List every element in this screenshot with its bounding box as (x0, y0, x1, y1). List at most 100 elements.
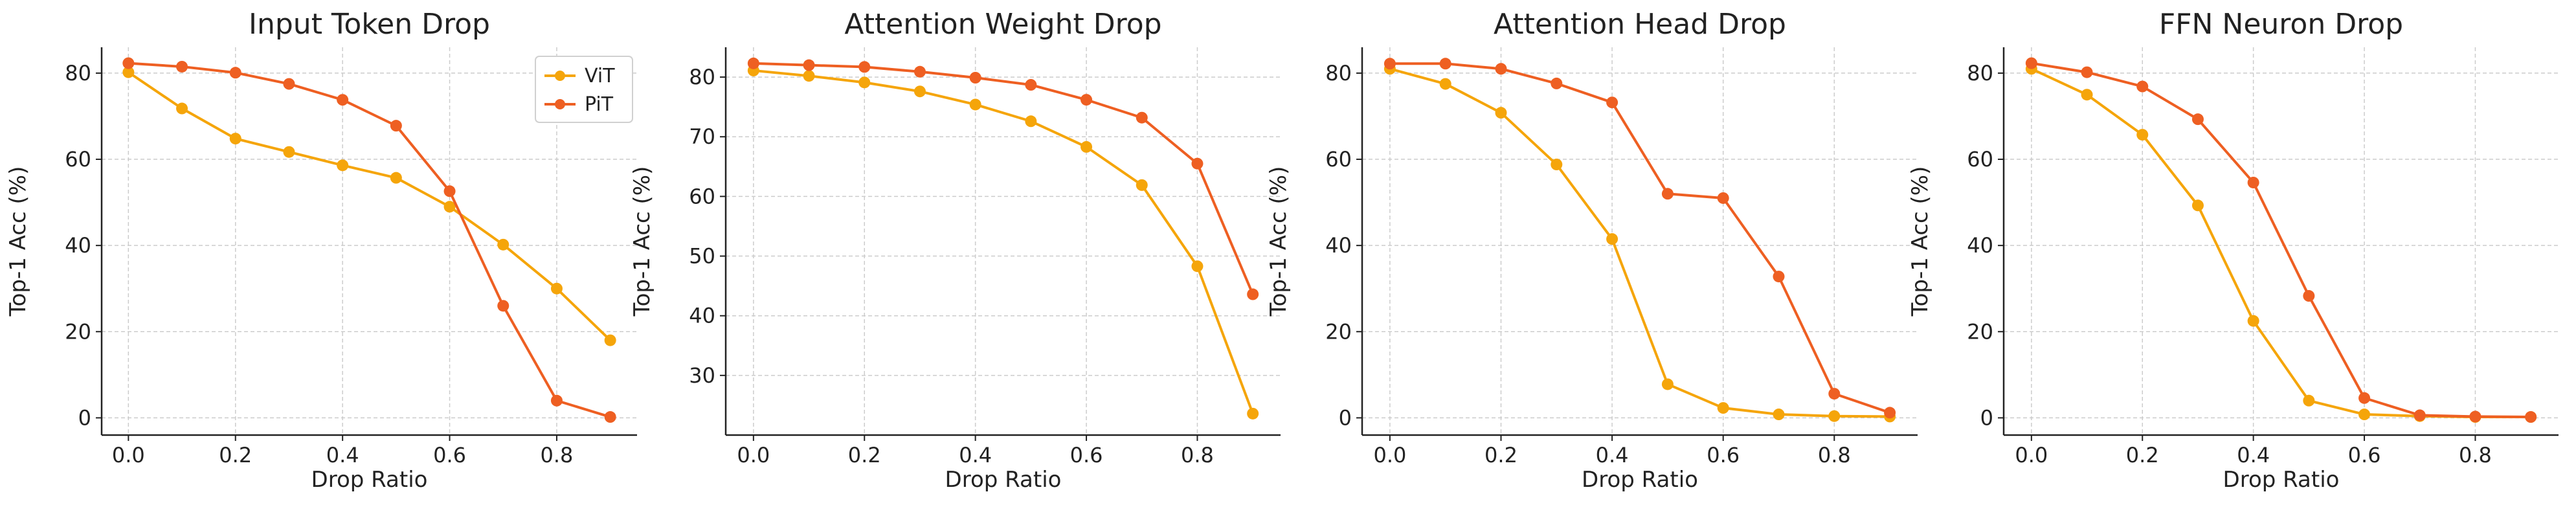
data-point-pit (2136, 80, 2149, 93)
data-point-pit (229, 67, 241, 79)
y-tick-label: 20 (1325, 319, 1352, 344)
legend-marker-vit (555, 71, 565, 81)
data-point-pit (803, 59, 815, 71)
data-point-pit (913, 65, 926, 78)
data-point-pit (858, 61, 871, 73)
series-line-vit (1389, 67, 1890, 418)
legend-marker-pit (555, 99, 565, 109)
data-point-vit (550, 282, 563, 295)
y-tick-label: 40 (1325, 233, 1352, 258)
y-tick-label: 50 (689, 244, 715, 269)
data-point-pit (604, 411, 616, 423)
data-point-pit (1439, 58, 1451, 70)
data-point-vit (1661, 378, 1674, 390)
data-point-pit (1828, 388, 1841, 400)
y-tick-label: 60 (1325, 147, 1352, 172)
y-tick-label: 60 (1967, 147, 1993, 172)
data-point-pit (747, 57, 759, 69)
x-tick-label: 0.4 (1596, 443, 1629, 467)
data-point-pit (1025, 79, 1037, 91)
chart-panel-1: 0.0 0.2 0.4 0.6 0.8 0 20 40 60 80 Input Token Drop… (5, 8, 637, 493)
data-point-vit (1551, 159, 1563, 171)
y-tick-label: 70 (689, 124, 715, 149)
y-tick-label: 20 (65, 319, 91, 344)
data-point-vit (176, 102, 188, 115)
x-tick-label: 0.6 (2348, 443, 2381, 467)
data-point-pit (1884, 407, 1896, 419)
y-tick-label: 0 (78, 405, 91, 430)
legend-label-vit: ViT (585, 65, 615, 87)
data-point-vit (2136, 129, 2149, 141)
data-point-pit (176, 60, 188, 73)
data-point-pit (1717, 192, 1729, 204)
y-tick-label: 80 (65, 61, 91, 85)
data-point-pit (2469, 410, 2481, 423)
y-tick-label: 40 (689, 304, 715, 328)
data-point-pit (969, 71, 981, 84)
series-line-pit (128, 62, 611, 418)
series-line-pit (1389, 62, 1890, 414)
series-line-vit (128, 71, 612, 342)
y-tick-label: 80 (689, 65, 715, 89)
x-tick-label: 0.2 (1484, 443, 1518, 467)
x-axis-label: Drop Ratio (1582, 467, 1698, 493)
data-point-vit (283, 146, 295, 158)
y-tick-label: 30 (689, 363, 715, 388)
data-point-pit (1136, 111, 1148, 124)
y-tick-label: 0 (1980, 405, 1993, 430)
chart-title: Input Token Drop (249, 8, 490, 41)
x-tick-label: 0.2 (848, 443, 881, 467)
legend-box (535, 56, 633, 123)
y-axis-label: Top-1 Acc (%) (5, 166, 31, 317)
data-point-vit (497, 238, 510, 251)
chart-title: FFN Neuron Drop (2159, 8, 2403, 41)
x-tick-label: 0.0 (2015, 443, 2048, 467)
x-tick-label: 0.2 (219, 443, 252, 467)
data-point-pit (2303, 290, 2315, 302)
chart-panel-4: 0.0 0.2 0.4 0.6 0.8 0 20 40 60 80 FFN Neuron Drop D… (1907, 8, 2559, 493)
y-tick-label: 80 (1325, 61, 1352, 85)
data-point-pit (443, 185, 456, 197)
data-point-pit (390, 120, 402, 132)
y-axis-label: Top-1 Acc (%) (629, 166, 655, 317)
data-point-vit (2303, 394, 2315, 407)
data-point-pit (2525, 411, 2537, 423)
data-point-pit (2191, 113, 2204, 126)
x-tick-label: 0.6 (1707, 443, 1740, 467)
data-point-vit (1773, 409, 1785, 421)
x-tick-label: 0.0 (1373, 443, 1406, 467)
data-point-vit (969, 98, 981, 111)
data-point-pit (2247, 176, 2259, 188)
data-point-vit (1081, 140, 1093, 153)
x-tick-label: 0.0 (112, 443, 145, 467)
data-point-vit (2247, 315, 2259, 327)
x-tick-label: 0.4 (2237, 443, 2270, 467)
data-point-pit (2081, 66, 2093, 78)
y-axis-label: Top-1 Acc (%) (1907, 166, 1933, 317)
data-point-vit (443, 201, 456, 213)
x-tick-label: 0.8 (541, 443, 574, 467)
x-tick-label: 0.2 (2126, 443, 2159, 467)
y-tick-label: 60 (689, 184, 715, 208)
y-axis-label: Top-1 Acc (%) (1266, 166, 1292, 317)
x-axis-label: Drop Ratio (945, 467, 1062, 493)
y-tick-label: 0 (1339, 405, 1352, 430)
data-point-pit (1606, 96, 1618, 109)
data-point-vit (913, 85, 926, 98)
data-point-vit (1439, 78, 1451, 90)
x-tick-label: 0.4 (959, 443, 992, 467)
data-point-vit (1025, 115, 1037, 128)
y-tick-label: 40 (1967, 233, 1993, 258)
series-line-pit (2031, 62, 2531, 419)
data-point-vit (803, 70, 815, 82)
data-point-vit (122, 66, 135, 78)
data-point-vit (337, 159, 349, 172)
y-tick-label: 20 (1967, 319, 1993, 344)
x-tick-label: 0.4 (326, 443, 359, 467)
data-point-pit (283, 78, 295, 90)
legend-label-pit: PiT (585, 93, 614, 116)
x-tick-label: 0.0 (737, 443, 770, 467)
data-point-pit (1773, 271, 1785, 283)
x-axis-label: Drop Ratio (2223, 467, 2340, 493)
